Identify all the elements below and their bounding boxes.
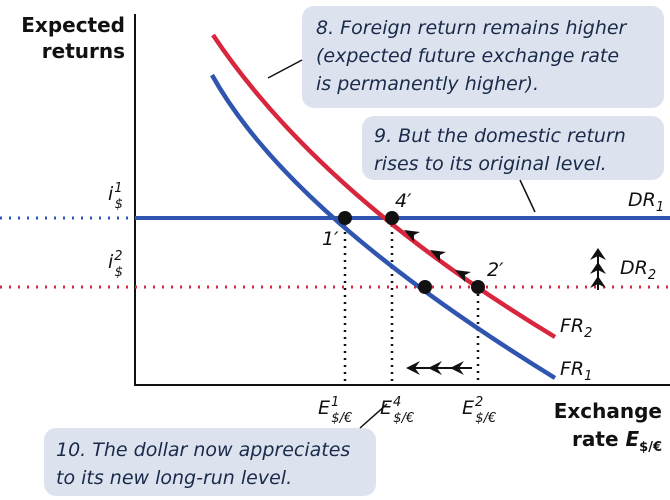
x-label: E4 $/€ <box>380 395 414 426</box>
x-label-base: E <box>380 397 392 419</box>
annotation: rises to its original level. <box>374 153 607 175</box>
y-axis-title: Expected <box>21 13 125 37</box>
callout-box <box>362 116 664 180</box>
curve-label: DR1 <box>628 189 664 215</box>
callout-pointer <box>519 179 536 213</box>
x-axis-sub: $/€ <box>639 440 662 455</box>
callout-box <box>44 428 376 496</box>
x-label-sub: $/€ <box>393 411 414 426</box>
x-label: E2 $/€ <box>462 395 496 426</box>
point-label: 1′ <box>322 228 339 250</box>
curve-sub: 2 <box>584 326 592 341</box>
x-label-sup: 1 <box>331 395 339 410</box>
curve-label: FR1 <box>560 358 592 384</box>
point <box>418 280 432 294</box>
point <box>385 211 399 225</box>
x-label-base: E <box>462 397 474 419</box>
x-label-sub: $/€ <box>475 411 496 426</box>
rate-base: i <box>108 183 114 205</box>
x-axis-title: rate <box>572 427 625 451</box>
annotation: is permanently higher). <box>316 73 539 95</box>
curve-label: DR2 <box>620 257 656 283</box>
rate-sup: 1 <box>114 181 122 196</box>
rate-label: i1 $ <box>108 181 123 212</box>
annotation: 10. The dollar now appreciates <box>56 439 350 461</box>
annotation: to its new long-run level. <box>56 467 292 489</box>
x-label-base: E <box>318 397 330 419</box>
callout-pointer <box>359 403 388 429</box>
annotation: 8. Foreign return remains higher <box>316 17 628 39</box>
callout-pointer <box>267 59 303 79</box>
rate-base: i <box>108 251 114 273</box>
curve-base: DR <box>620 257 648 279</box>
rate-label: i2 $ <box>108 249 123 280</box>
x-label-sup: 2 <box>475 395 483 410</box>
fr2-curve <box>211 33 557 339</box>
point <box>471 280 485 294</box>
callout-box <box>302 6 664 108</box>
point-label: 4′ <box>395 190 412 212</box>
curve-base: DR <box>628 189 656 211</box>
fr1-curve <box>210 73 557 380</box>
arrows-along-curve <box>404 230 471 282</box>
x-label: E1 $/€ <box>318 395 352 426</box>
curve-base: FR <box>560 358 584 380</box>
x-axis-title: rate E$/€ <box>572 427 662 455</box>
point <box>338 211 352 225</box>
rate-sub: $ <box>115 265 123 280</box>
x-label-sub: $/€ <box>331 411 352 426</box>
arrows-left <box>406 361 472 375</box>
curve-sub: 2 <box>648 268 656 283</box>
y-axis-title: returns <box>42 39 125 63</box>
curve-base: FR <box>560 315 584 337</box>
annotation: (expected future exchange rate <box>316 45 619 67</box>
x-axis-title: Exchange <box>554 399 662 423</box>
x-label-sup: 4 <box>393 395 401 410</box>
x-axis-var: E <box>625 427 639 451</box>
arrows-up <box>590 248 606 290</box>
rate-sup: 2 <box>114 249 122 264</box>
curve-sub: 1 <box>656 200 664 215</box>
annotation: 9. But the domestic return <box>374 125 626 147</box>
point-label: 2′ <box>487 259 504 281</box>
rate-sub: $ <box>115 197 123 212</box>
curve-sub: 1 <box>584 369 592 384</box>
curve-label: FR2 <box>560 315 592 341</box>
